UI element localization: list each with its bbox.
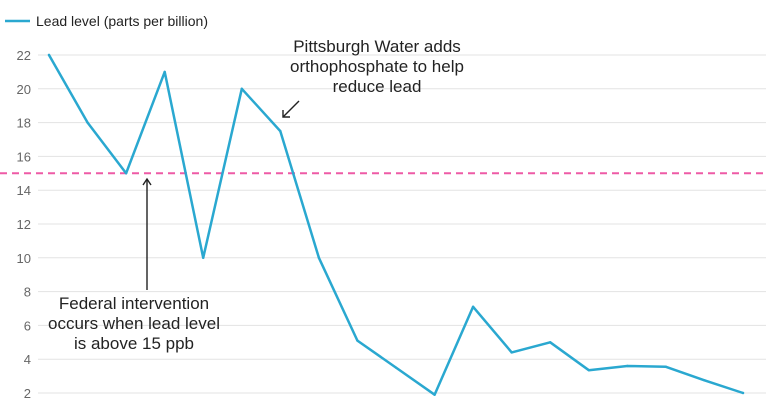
data-point-8 (356, 339, 359, 342)
annotation-orthophosphate-line-1: Pittsburgh Water adds (293, 37, 461, 56)
legend-label: Lead level (parts per billion) (36, 13, 208, 29)
data-point-7 (317, 256, 321, 259)
annotation-federal-line-2: occurs when lead level (48, 314, 220, 333)
y-tick-label-20: 20 (17, 82, 31, 97)
annotation-federal-arrow (142, 177, 152, 290)
data-point-2 (124, 172, 128, 175)
y-tick-label-4: 4 (24, 352, 31, 367)
data-point-12 (510, 351, 513, 354)
y-tick-label-2: 2 (24, 386, 31, 401)
data-point-3 (163, 70, 166, 74)
y-tick-label-16: 16 (17, 149, 31, 164)
data-point-15 (626, 364, 629, 368)
data-point-6 (279, 129, 282, 133)
y-tick-label-22: 22 (17, 48, 31, 63)
annotation-orthophosphate-arrow (282, 100, 300, 118)
annotation-federal: Federal intervention occurs when lead le… (48, 177, 220, 353)
y-tick-label-10: 10 (17, 251, 31, 266)
annotation-orthophosphate-line-2: orthophosphate to help (290, 57, 464, 76)
data-point-11 (471, 305, 475, 309)
series-points (47, 53, 745, 396)
gridlines (38, 54, 766, 394)
y-tick-label-14: 14 (17, 183, 31, 198)
annotation-federal-line-1: Federal intervention (59, 294, 209, 313)
y-axis-tick-labels: 2 4 6 8 10 12 14 16 18 20 22 (17, 48, 31, 401)
y-tick-label-12: 12 (17, 217, 31, 232)
data-point-17 (703, 379, 706, 382)
data-point-16 (664, 365, 668, 369)
annotation-orthophosphate-line-3: reduce lead (333, 77, 422, 96)
data-point-1 (86, 121, 89, 124)
data-point-10 (433, 393, 436, 396)
data-point-4 (202, 256, 205, 259)
data-point-14 (587, 368, 590, 372)
data-point-18 (741, 391, 745, 395)
data-point-5 (240, 87, 243, 91)
y-tick-label-18: 18 (17, 116, 31, 131)
data-point-9 (394, 366, 398, 369)
annotation-federal-line-3: is above 15 ppb (74, 334, 194, 353)
legend: Lead level (parts per billion) (5, 13, 208, 29)
y-tick-label-6: 6 (24, 318, 31, 333)
data-point-0 (47, 53, 51, 57)
y-tick-label-8: 8 (24, 285, 31, 300)
data-point-13 (549, 341, 552, 344)
annotation-orthophosphate: Pittsburgh Water adds orthophosphate to … (282, 37, 464, 118)
